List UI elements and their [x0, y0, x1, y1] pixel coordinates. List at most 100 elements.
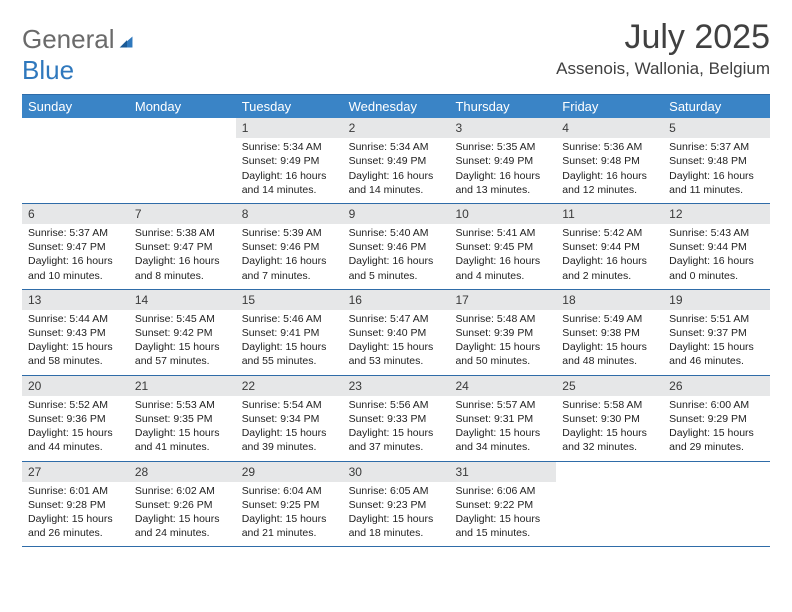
sunrise: Sunrise: 5:36 AM — [562, 140, 657, 154]
day-number: 5 — [663, 118, 770, 138]
daylight-line2: and 18 minutes. — [349, 526, 444, 540]
day-number: 3 — [449, 118, 556, 138]
day-body: Sunrise: 5:43 AMSunset: 9:44 PMDaylight:… — [663, 224, 770, 289]
sunrise: Sunrise: 5:58 AM — [562, 398, 657, 412]
weekday-sun: Sunday — [22, 95, 129, 118]
daylight-line2: and 10 minutes. — [28, 269, 123, 283]
sunrise: Sunrise: 5:37 AM — [28, 226, 123, 240]
sunrise: Sunrise: 5:34 AM — [349, 140, 444, 154]
day-body: Sunrise: 5:45 AMSunset: 9:42 PMDaylight:… — [129, 310, 236, 375]
sunset: Sunset: 9:28 PM — [28, 498, 123, 512]
daylight-line2: and 48 minutes. — [562, 354, 657, 368]
day-number: 26 — [663, 376, 770, 396]
day-cell: 31Sunrise: 6:06 AMSunset: 9:22 PMDayligh… — [449, 462, 556, 547]
day-body: Sunrise: 5:57 AMSunset: 9:31 PMDaylight:… — [449, 396, 556, 461]
sunset: Sunset: 9:47 PM — [28, 240, 123, 254]
daylight-line2: and 37 minutes. — [349, 440, 444, 454]
daylight-line2: and 39 minutes. — [242, 440, 337, 454]
day-number: 31 — [449, 462, 556, 482]
daylight-line2: and 53 minutes. — [349, 354, 444, 368]
day-body: Sunrise: 5:53 AMSunset: 9:35 PMDaylight:… — [129, 396, 236, 461]
day-cell: 17Sunrise: 5:48 AMSunset: 9:39 PMDayligh… — [449, 290, 556, 375]
daylight-line1: Daylight: 15 hours — [349, 340, 444, 354]
sunset: Sunset: 9:46 PM — [349, 240, 444, 254]
day-cell: 27Sunrise: 6:01 AMSunset: 9:28 PMDayligh… — [22, 462, 129, 547]
sunset: Sunset: 9:39 PM — [455, 326, 550, 340]
daylight-line2: and 21 minutes. — [242, 526, 337, 540]
header: GeneralBlue July 2025 Assenois, Wallonia… — [22, 18, 770, 86]
sunrise: Sunrise: 6:02 AM — [135, 484, 230, 498]
daylight-line1: Daylight: 16 hours — [349, 169, 444, 183]
day-body: Sunrise: 5:37 AMSunset: 9:48 PMDaylight:… — [663, 138, 770, 203]
sunrise: Sunrise: 5:39 AM — [242, 226, 337, 240]
sunrise: Sunrise: 5:34 AM — [242, 140, 337, 154]
daylight-line1: Daylight: 16 hours — [135, 254, 230, 268]
sunrise: Sunrise: 5:49 AM — [562, 312, 657, 326]
daylight-line2: and 13 minutes. — [455, 183, 550, 197]
daylight-line2: and 55 minutes. — [242, 354, 337, 368]
day-body: Sunrise: 5:48 AMSunset: 9:39 PMDaylight:… — [449, 310, 556, 375]
day-number — [663, 462, 770, 482]
sunrise: Sunrise: 5:40 AM — [349, 226, 444, 240]
sunset: Sunset: 9:34 PM — [242, 412, 337, 426]
day-number: 24 — [449, 376, 556, 396]
day-cell: 16Sunrise: 5:47 AMSunset: 9:40 PMDayligh… — [343, 290, 450, 375]
day-number: 28 — [129, 462, 236, 482]
day-number: 2 — [343, 118, 450, 138]
week-row: 20Sunrise: 5:52 AMSunset: 9:36 PMDayligh… — [22, 376, 770, 462]
daylight-line2: and 5 minutes. — [349, 269, 444, 283]
daylight-line1: Daylight: 15 hours — [242, 426, 337, 440]
day-number: 22 — [236, 376, 343, 396]
daylight-line2: and 29 minutes. — [669, 440, 764, 454]
sunrise: Sunrise: 6:01 AM — [28, 484, 123, 498]
day-body — [129, 138, 236, 196]
title-block: July 2025 Assenois, Wallonia, Belgium — [556, 18, 770, 79]
weekday-fri: Friday — [556, 95, 663, 118]
daylight-line2: and 12 minutes. — [562, 183, 657, 197]
daylight-line2: and 41 minutes. — [135, 440, 230, 454]
day-cell: 9Sunrise: 5:40 AMSunset: 9:46 PMDaylight… — [343, 204, 450, 289]
day-cell: 23Sunrise: 5:56 AMSunset: 9:33 PMDayligh… — [343, 376, 450, 461]
day-body: Sunrise: 5:56 AMSunset: 9:33 PMDaylight:… — [343, 396, 450, 461]
day-number: 29 — [236, 462, 343, 482]
day-number: 16 — [343, 290, 450, 310]
daylight-line1: Daylight: 15 hours — [669, 426, 764, 440]
daylight-line2: and 7 minutes. — [242, 269, 337, 283]
day-number: 14 — [129, 290, 236, 310]
daylight-line1: Daylight: 15 hours — [349, 512, 444, 526]
day-number: 1 — [236, 118, 343, 138]
day-cell — [22, 118, 129, 203]
day-cell: 15Sunrise: 5:46 AMSunset: 9:41 PMDayligh… — [236, 290, 343, 375]
daylight-line1: Daylight: 16 hours — [562, 169, 657, 183]
sunset: Sunset: 9:33 PM — [349, 412, 444, 426]
day-number: 18 — [556, 290, 663, 310]
day-number — [22, 118, 129, 138]
calendar: Sunday Monday Tuesday Wednesday Thursday… — [22, 94, 770, 547]
day-number: 8 — [236, 204, 343, 224]
daylight-line2: and 24 minutes. — [135, 526, 230, 540]
sunset: Sunset: 9:25 PM — [242, 498, 337, 512]
week-row: 27Sunrise: 6:01 AMSunset: 9:28 PMDayligh… — [22, 462, 770, 548]
day-body — [22, 138, 129, 196]
week-row: 13Sunrise: 5:44 AMSunset: 9:43 PMDayligh… — [22, 290, 770, 376]
sunset: Sunset: 9:47 PM — [135, 240, 230, 254]
sunset: Sunset: 9:38 PM — [562, 326, 657, 340]
daylight-line2: and 50 minutes. — [455, 354, 550, 368]
day-cell: 20Sunrise: 5:52 AMSunset: 9:36 PMDayligh… — [22, 376, 129, 461]
week-row: 1Sunrise: 5:34 AMSunset: 9:49 PMDaylight… — [22, 118, 770, 204]
sunrise: Sunrise: 5:57 AM — [455, 398, 550, 412]
day-number: 15 — [236, 290, 343, 310]
logo: GeneralBlue — [22, 18, 137, 86]
daylight-line1: Daylight: 16 hours — [28, 254, 123, 268]
weekday-wed: Wednesday — [343, 95, 450, 118]
sunrise: Sunrise: 5:48 AM — [455, 312, 550, 326]
daylight-line2: and 26 minutes. — [28, 526, 123, 540]
sunrise: Sunrise: 5:56 AM — [349, 398, 444, 412]
day-cell: 26Sunrise: 6:00 AMSunset: 9:29 PMDayligh… — [663, 376, 770, 461]
day-cell: 1Sunrise: 5:34 AMSunset: 9:49 PMDaylight… — [236, 118, 343, 203]
day-body: Sunrise: 6:00 AMSunset: 9:29 PMDaylight:… — [663, 396, 770, 461]
daylight-line1: Daylight: 15 hours — [242, 512, 337, 526]
day-body: Sunrise: 6:01 AMSunset: 9:28 PMDaylight:… — [22, 482, 129, 547]
sunrise: Sunrise: 5:44 AM — [28, 312, 123, 326]
weekday-tue: Tuesday — [236, 95, 343, 118]
